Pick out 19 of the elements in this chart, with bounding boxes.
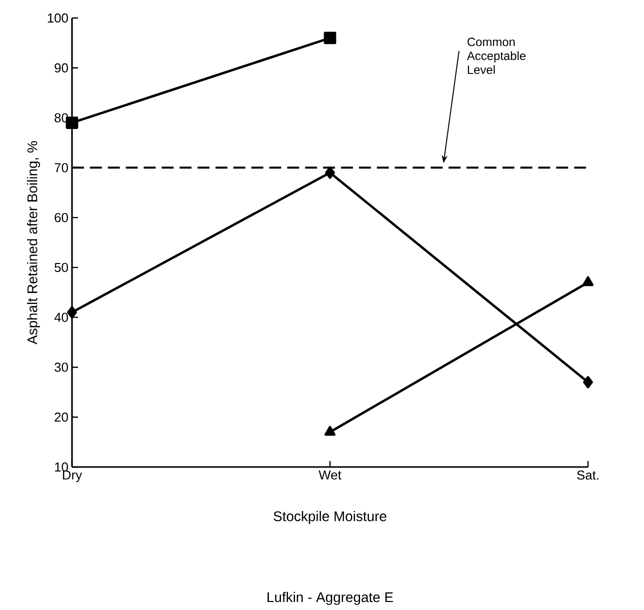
point <box>324 32 336 44</box>
y-tick-label: 30 <box>54 362 68 372</box>
ref-line-label: Common Acceptable Level <box>466 38 526 74</box>
y-tick-label: 60 <box>54 212 68 222</box>
y-tick-label: 40 <box>54 312 68 322</box>
x-tick-label: Wet <box>318 470 342 480</box>
y-axis-title: Asphalt Retained after Boiling, % <box>27 141 40 344</box>
point <box>325 166 335 179</box>
y-tick-label: 20 <box>54 412 68 422</box>
y-tick-label: 90 <box>54 63 68 72</box>
x-tick-label: Dry <box>62 470 82 482</box>
y-tick-label: 50 <box>54 262 68 272</box>
text: Lufkin - Aggregate E <box>268 592 393 605</box>
point <box>583 376 593 388</box>
point <box>67 306 77 319</box>
x-axis-title: Stockpile Moisture <box>274 510 386 524</box>
y-tick-label: 70 <box>54 163 68 172</box>
y-tick-label: 100 <box>48 13 68 23</box>
x-tick-label: Sat. <box>577 470 598 480</box>
